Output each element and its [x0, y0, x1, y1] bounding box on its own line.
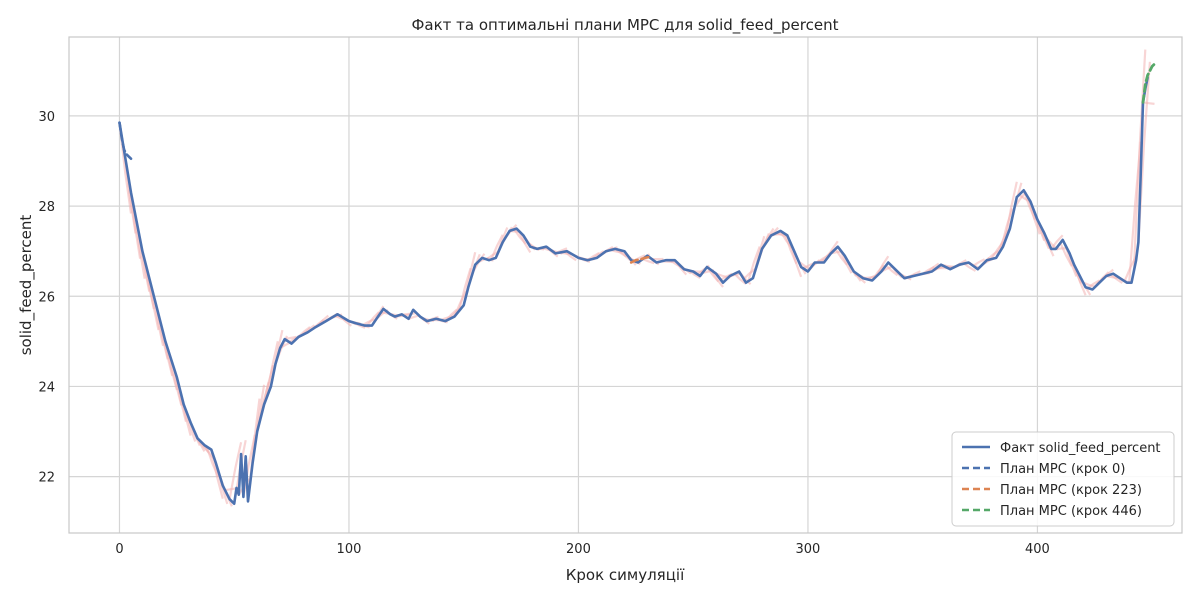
background-plan-trace [1050, 234, 1064, 250]
y-axis-label: solid_feed_percent [17, 215, 36, 356]
background-plan-trace [885, 264, 899, 277]
plot-frame [68, 36, 1183, 534]
legend: Факт solid_feed_percent План MPC (крок 0)… [951, 431, 1175, 527]
tick-labels: 0 100 200 300 400 22 24 26 28 30 [38, 110, 1049, 557]
background-plan-trace [284, 335, 297, 341]
x-tick-label: 200 [566, 542, 591, 557]
legend-box [951, 431, 1175, 527]
series-group [118, 61, 1159, 505]
legend-label: Факт solid_feed_percent [1000, 441, 1161, 456]
chart-title: Факт та оптимальні плани MPC для solid_f… [412, 16, 839, 35]
x-tick-label: 400 [1025, 542, 1050, 557]
background-plan-trace [1142, 101, 1155, 105]
legend-label: План MPC (крок 0) [1000, 462, 1125, 477]
background-plan-trace [490, 234, 504, 260]
plan-step-223-line [629, 255, 651, 264]
background-plan-trace [458, 267, 472, 312]
background-plan-trace [1087, 279, 1100, 289]
background-plan-trace [972, 258, 986, 267]
background-plan-trace [517, 230, 532, 253]
x-tick-label: 0 [115, 542, 123, 557]
background-plan-trace [747, 246, 761, 282]
y-tick-label: 30 [38, 110, 55, 125]
background-plan-trace [228, 441, 243, 500]
legend-label: План MPC (крок 223) [1000, 483, 1142, 498]
background-plan-trace [1132, 49, 1147, 272]
plan-step-0-line [118, 121, 133, 160]
x-tick-label: 100 [337, 542, 362, 557]
background-plan-trace [963, 262, 977, 272]
background-plan-trace [733, 272, 747, 285]
background-plan-trace [1004, 181, 1018, 241]
background-plan-trace [642, 258, 655, 265]
x-axis-label: Крок симуляції [566, 566, 685, 584]
background-plan-trace [366, 311, 380, 327]
y-tick-label: 22 [38, 471, 55, 486]
background-plan-trace [1110, 273, 1123, 284]
y-tick-label: 28 [38, 200, 55, 215]
grid [69, 37, 1182, 533]
x-tick-label: 300 [796, 542, 821, 557]
y-tick-label: 24 [38, 380, 55, 395]
background-plan-trace [1027, 197, 1041, 235]
plan-step-446-line [1141, 61, 1159, 104]
legend-label: План MPC (крок 446) [1000, 504, 1142, 519]
background-plan-trace [1082, 281, 1096, 288]
y-tick-label: 26 [38, 290, 55, 305]
background-plan-trace [265, 341, 279, 399]
background-plan-trace [742, 268, 756, 280]
fact-line [118, 76, 1149, 505]
background-plan-trace [563, 250, 577, 262]
